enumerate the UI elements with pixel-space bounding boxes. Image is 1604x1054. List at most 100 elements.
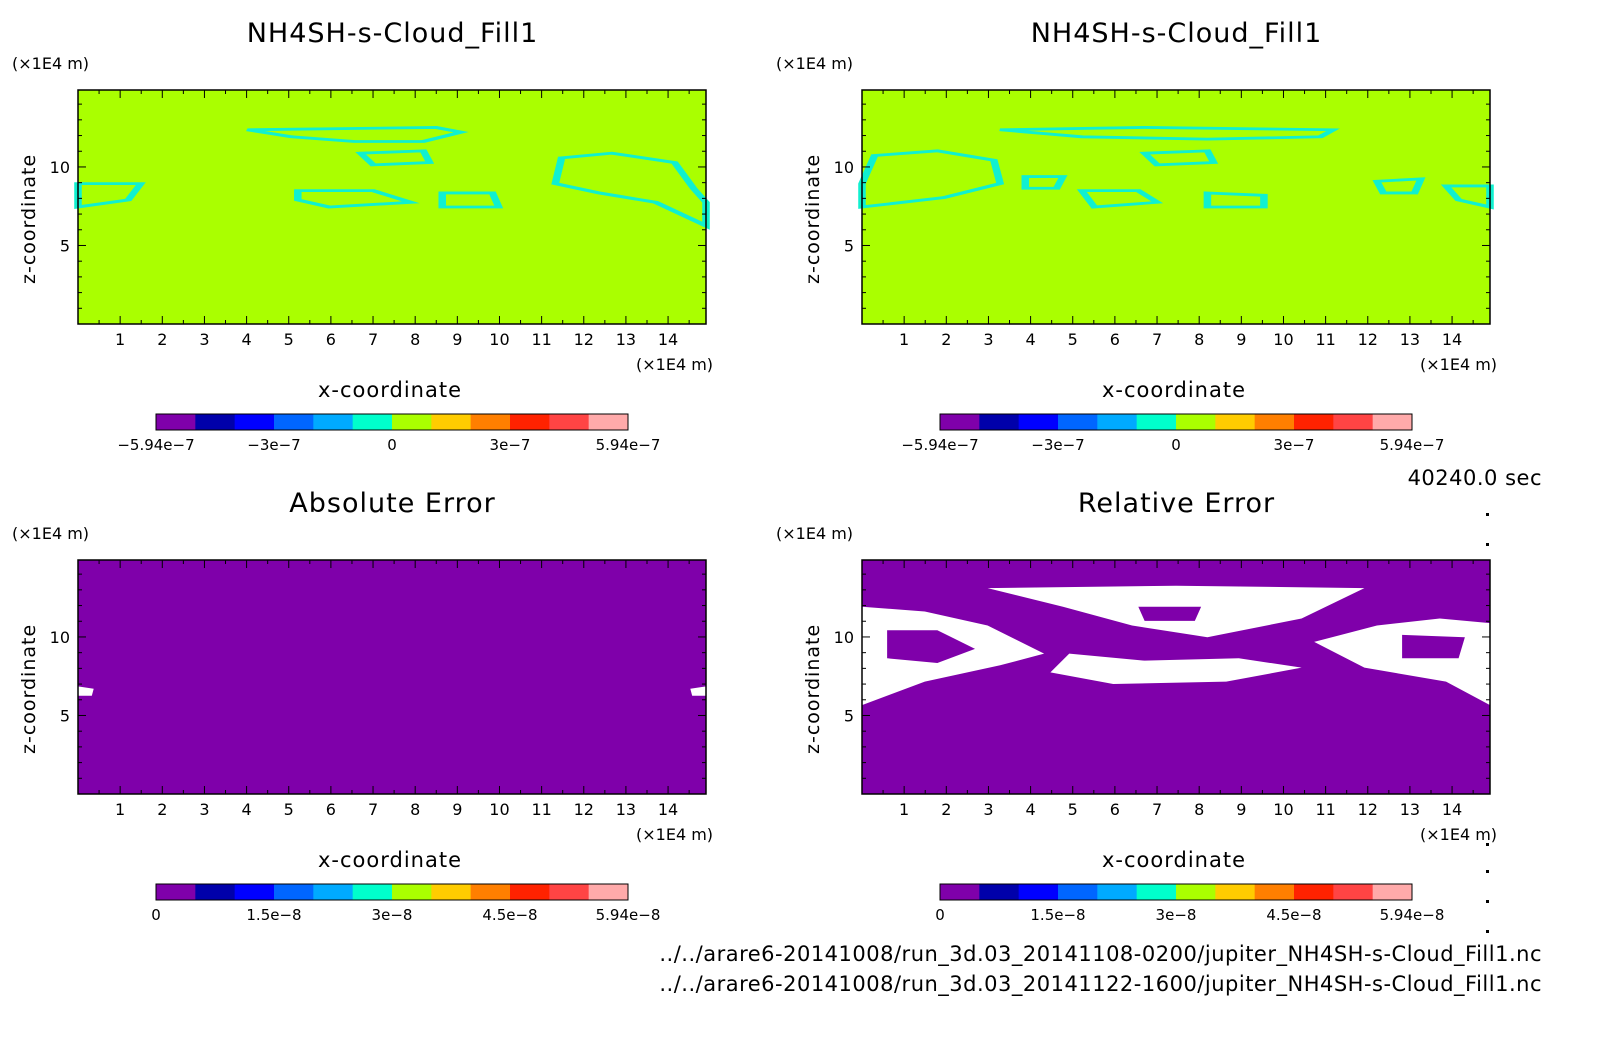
colorbar-swatch [274, 884, 314, 900]
x-tick-label: 1 [115, 800, 125, 819]
x-tick-label: 8 [410, 800, 420, 819]
plot-frame [861, 559, 1491, 795]
colorbar-tick-label: 1.5e−8 [1030, 906, 1085, 924]
colorbar-swatch [1215, 884, 1256, 900]
colorbar-tick-label: 5.94e−8 [1380, 906, 1445, 924]
field-regions [78, 686, 706, 696]
x-tick-label: 4 [241, 330, 251, 349]
x-tick-label: 8 [410, 330, 420, 349]
colorbar-swatch [1372, 884, 1413, 900]
colorbar-swatch [1333, 884, 1374, 900]
colorbar: 0 1.5e−8 3e−8 4.5e−8 5.94e−8 [151, 883, 661, 924]
plot-frame [77, 89, 707, 325]
x-tick-label: 2 [941, 800, 951, 819]
colorbar-swatch [234, 884, 275, 900]
colorbar-tick-label: 0 [935, 906, 945, 924]
colorbar-swatch [1058, 884, 1098, 900]
colorbar-swatch [313, 884, 354, 900]
plot-background [78, 560, 706, 794]
file-path-1: ../../arare6-20141008/run_3d.03_20141108… [659, 942, 1542, 966]
colorbar-swatch [1294, 884, 1334, 900]
y-unit-label: (×1E4 m) [12, 524, 90, 543]
x-tick-label: 11 [1315, 330, 1335, 349]
x-tick-label: 8 [1194, 330, 1204, 349]
colorbar-swatch [470, 884, 511, 900]
colorbar-tick-label: 4.5e−8 [1266, 906, 1321, 924]
x-unit-label: (×1E4 m) [1420, 355, 1498, 374]
colorbar-swatch [392, 414, 432, 430]
x-axis-label: x-coordinate [1102, 848, 1247, 872]
colorbar-swatch [1097, 414, 1138, 430]
x-tick-label: 14 [1442, 330, 1462, 349]
chart-title: Relative Error [1077, 488, 1276, 519]
colorbar-tick-label: 1.5e−8 [246, 906, 301, 924]
colorbar-tick-label: 3e−7 [1274, 436, 1315, 454]
y-tick-label: 10 [50, 158, 70, 177]
x-tick-label: 5 [284, 800, 294, 819]
colorbar-swatch [392, 884, 432, 900]
chart-title: NH4SH-s-Cloud_Fill1 [1030, 18, 1323, 49]
colorbar-tick-label: −5.94e−7 [117, 436, 194, 454]
x-tick-label: 1 [899, 800, 909, 819]
x-tick-label: 3 [199, 330, 209, 349]
contour-line [294, 189, 420, 209]
x-tick-label: 6 [326, 800, 336, 819]
x-tick-label: 2 [941, 330, 951, 349]
colorbar-tick-label: 0 [387, 436, 397, 454]
field-hole [1402, 634, 1465, 659]
x-tick-label: 14 [658, 330, 678, 349]
plot-background [78, 90, 706, 324]
colorbar-swatch [313, 414, 354, 430]
colorbar-tick-label: −3e−7 [1031, 436, 1084, 454]
colorbar-swatch [431, 414, 472, 430]
colorbar-swatch [1254, 884, 1295, 900]
x-tick-label: 14 [658, 800, 678, 819]
x-unit-label: (×1E4 m) [636, 355, 714, 374]
colorbar-tick-label: 4.5e−8 [482, 906, 537, 924]
colorbar-tick-label: −3e−7 [247, 436, 300, 454]
field-region [1050, 653, 1302, 685]
colorbar-swatch [940, 414, 980, 430]
x-tick-label: 11 [531, 330, 551, 349]
colorbar-swatch [1215, 414, 1256, 430]
x-tick-label: 9 [452, 330, 462, 349]
x-tick-label: 4 [1025, 330, 1035, 349]
x-tick-label: 7 [368, 800, 378, 819]
plot-background [862, 90, 1490, 324]
x-tick-label: 6 [1110, 800, 1120, 819]
x-tick-label: 13 [1400, 800, 1420, 819]
y-unit-label: (×1E4 m) [776, 524, 854, 543]
x-tick-label: 3 [983, 330, 993, 349]
plot-frame [861, 89, 1491, 325]
colorbar: −5.94e−7 −3e−7 0 3e−7 5.94e−7 [117, 413, 660, 454]
colorbar-swatch [431, 884, 472, 900]
colorbar-tick-label: −5.94e−7 [901, 436, 978, 454]
progress-dot [1486, 930, 1489, 933]
plot-frame [77, 559, 707, 795]
x-tick-label: 9 [452, 800, 462, 819]
y-tick-label: 5 [844, 236, 854, 255]
progress-dot [1486, 843, 1489, 846]
contour-line [1139, 149, 1219, 167]
x-tick-label: 1 [899, 330, 909, 349]
colorbar-swatch [234, 414, 275, 430]
field-regions [862, 585, 1490, 706]
contour-line [355, 149, 435, 167]
colorbar-swatch [470, 414, 511, 430]
x-tick-label: 10 [489, 800, 509, 819]
colorbar-swatch [979, 884, 1020, 900]
colorbar-swatch [588, 414, 629, 430]
x-tick-label: 5 [284, 330, 294, 349]
colorbar-tick-label: 5.94e−8 [596, 906, 661, 924]
progress-dot [1486, 513, 1489, 516]
colorbar-swatch [195, 884, 236, 900]
progress-dot [1486, 900, 1489, 903]
colorbar-tick-label: 0 [151, 906, 161, 924]
chart-title: Absolute Error [289, 488, 496, 519]
colorbar: 0 1.5e−8 3e−8 4.5e−8 5.94e−8 [935, 883, 1445, 924]
colorbar-swatch [195, 414, 236, 430]
x-tick-label: 11 [1315, 800, 1335, 819]
